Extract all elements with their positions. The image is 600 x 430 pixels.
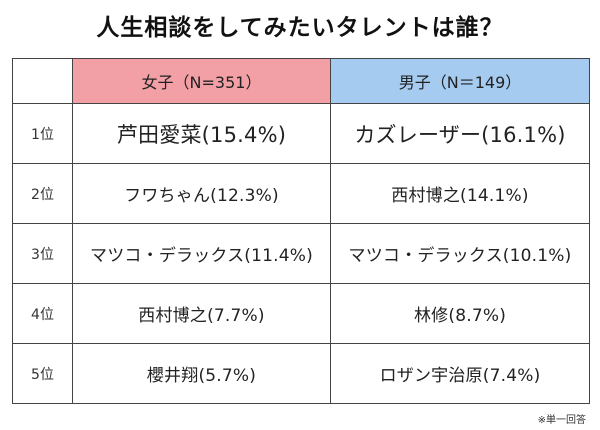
- table-row: 3位 マツコ・デラックス(11.4%) マツコ・デラックス(10.1%): [12, 223, 590, 284]
- female-answer-cell: マツコ・デラックス(11.4%): [72, 223, 331, 284]
- male-answer-cell: 西村博之(14.1%): [330, 163, 590, 224]
- male-answer-cell: カズレーザー(16.1%): [330, 103, 590, 164]
- male-answer-cell: ロザン宇治原(7.4%): [330, 343, 590, 404]
- rank-cell: 5位: [12, 343, 73, 404]
- male-column-header: 男子（N＝149）: [330, 58, 590, 104]
- ranking-table: 女子（N=351） 男子（N＝149） 1位 芦田愛菜(15.4%) カズレーザ…: [12, 58, 590, 404]
- page-title: 人生相談をしてみたいタレントは誰？: [96, 15, 504, 41]
- footnote: ※単一回答: [537, 415, 586, 426]
- table-row: 4位 西村博之(7.7%) 林修(8.7%): [12, 283, 590, 344]
- female-column-header: 女子（N=351）: [72, 58, 331, 104]
- table-header-row: 女子（N=351） 男子（N＝149）: [12, 58, 590, 104]
- male-answer-cell: 林修(8.7%): [330, 283, 590, 344]
- rank-cell: 1位: [12, 103, 73, 164]
- rank-cell: 2位: [12, 163, 73, 224]
- rank-cell: 4位: [12, 283, 73, 344]
- female-answer-cell: 西村博之(7.7%): [72, 283, 331, 344]
- table-row: 2位 フワちゃん(12.3%) 西村博之(14.1%): [12, 163, 590, 224]
- corner-cell: [12, 58, 73, 104]
- female-answer-cell: フワちゃん(12.3%): [72, 163, 331, 224]
- table-row: 1位 芦田愛菜(15.4%) カズレーザー(16.1%): [12, 103, 590, 164]
- female-answer-cell: 櫻井翔(5.7%): [72, 343, 331, 404]
- female-answer-cell: 芦田愛菜(15.4%): [72, 103, 331, 164]
- male-answer-cell: マツコ・デラックス(10.1%): [330, 223, 590, 284]
- table-row: 5位 櫻井翔(5.7%) ロザン宇治原(7.4%): [12, 343, 590, 404]
- rank-cell: 3位: [12, 223, 73, 284]
